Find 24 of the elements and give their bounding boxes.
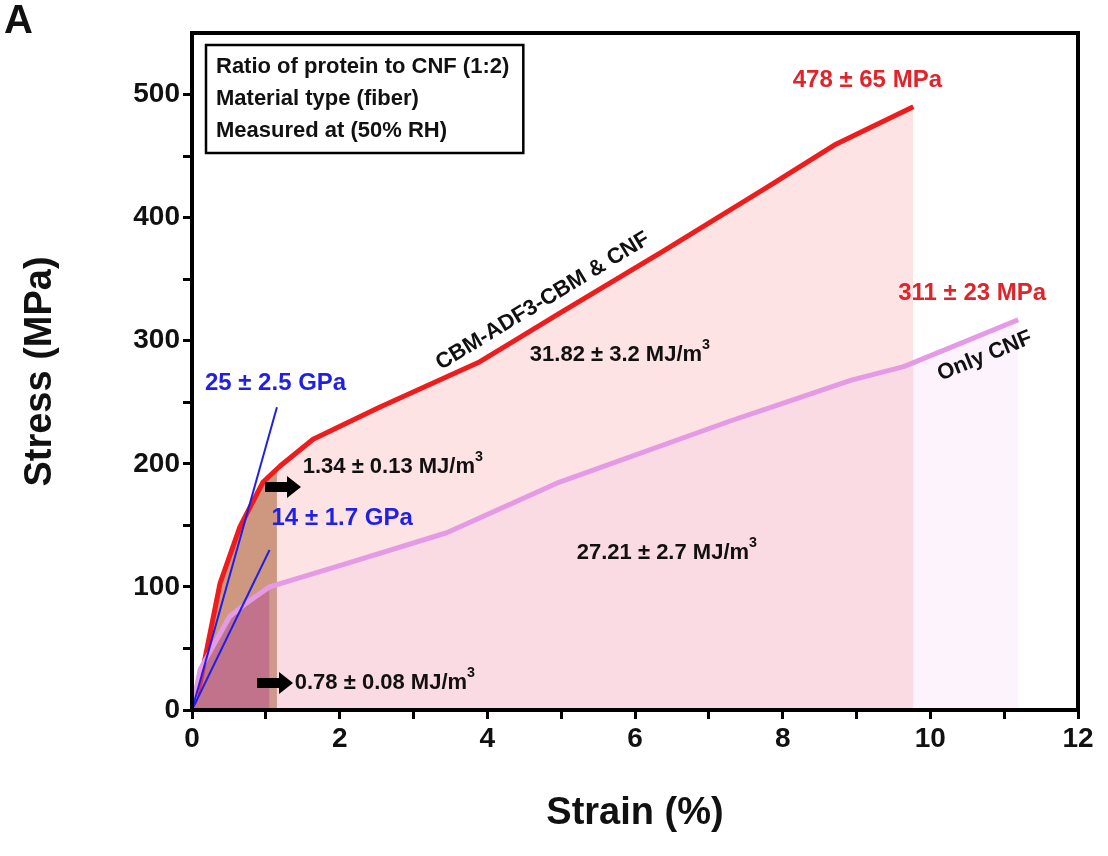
x-tick-label: 12 [1062, 721, 1094, 753]
annotation: Measured at (50% RH) [216, 117, 448, 143]
x-tick-label: 10 [914, 721, 946, 753]
annotation: 311 ± 23 MPa [898, 278, 1047, 306]
y-tick-label: 400 [133, 200, 180, 232]
annotation: Material type (fiber) [216, 85, 419, 111]
y-tick-label: 500 [133, 77, 180, 109]
x-tick-label: 2 [331, 721, 348, 753]
series-label: 14 ± 1.7 GPa [271, 502, 414, 530]
y-tick-label: 200 [133, 446, 180, 478]
x-axis-title: Strain (%) [546, 789, 724, 832]
x-tick-label: 4 [479, 721, 496, 753]
x-tick-label: 0 [184, 721, 200, 753]
annotation: 478 ± 65 MPa [792, 65, 943, 93]
y-tick-label: 100 [133, 569, 180, 601]
x-tick-label: 6 [627, 721, 643, 753]
annotation: Ratio of protein to CNF (1:2) [216, 53, 510, 79]
series-label: 25 ± 2.5 GPa [204, 367, 347, 395]
y-tick-label: 0 [164, 692, 180, 724]
x-tick-label: 8 [774, 721, 791, 753]
series-label: Only CNF [933, 324, 1036, 386]
y-tick-label: 300 [133, 323, 180, 355]
y-axis-title: Stress (MPa) [17, 256, 60, 487]
chart-title: A [4, 0, 33, 42]
